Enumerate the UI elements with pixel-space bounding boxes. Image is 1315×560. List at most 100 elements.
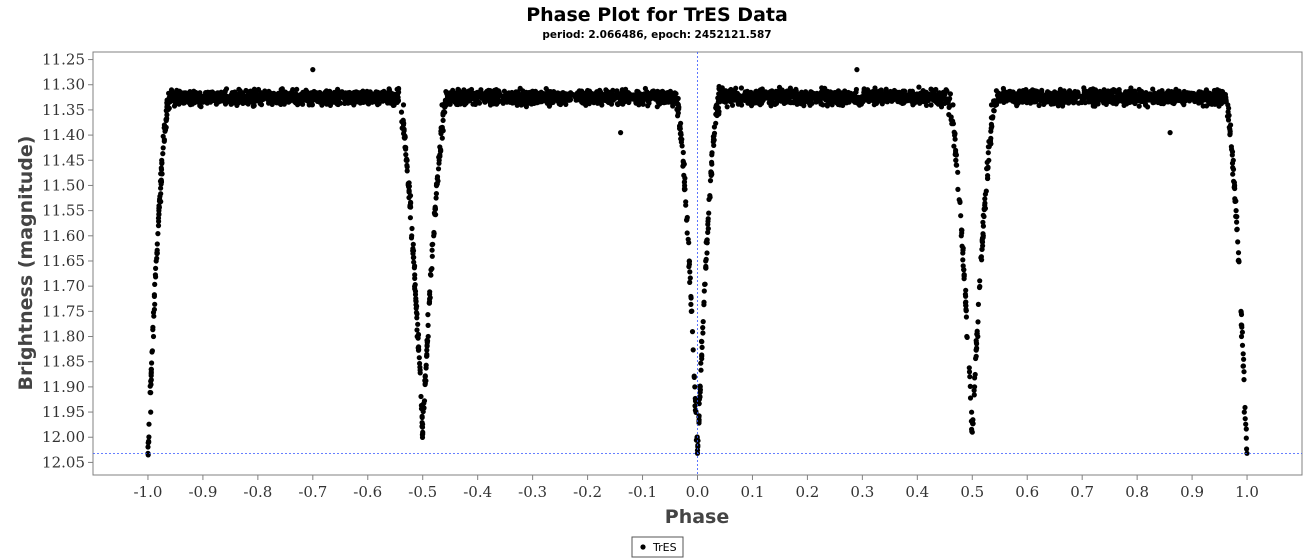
data-point [399, 125, 405, 131]
data-point [1231, 178, 1237, 184]
data-point [487, 88, 493, 94]
data-point [975, 301, 982, 307]
data-point [726, 89, 732, 95]
data-point [416, 344, 422, 350]
data-point [427, 271, 434, 278]
data-point [422, 381, 428, 388]
data-point [681, 187, 688, 193]
data-point [172, 95, 178, 102]
data-point [684, 214, 690, 221]
data-point [1207, 93, 1213, 99]
data-point [355, 91, 361, 97]
data-point [982, 191, 989, 197]
data-point [1217, 99, 1223, 105]
data-point [716, 91, 722, 97]
y-tick-label: 11.70 [42, 277, 85, 295]
data-point [245, 91, 251, 97]
data-point [591, 100, 597, 106]
data-point [960, 263, 966, 269]
data-point [526, 100, 532, 106]
data-point [853, 89, 859, 95]
legend-label: TrES [652, 541, 677, 554]
data-point [985, 164, 991, 170]
data-point [1070, 100, 1077, 106]
data-point [1099, 97, 1105, 103]
data-point [412, 291, 419, 298]
data-point [691, 374, 697, 380]
data-point [424, 343, 430, 349]
data-point [189, 89, 195, 95]
data-point [412, 282, 418, 288]
data-point [953, 149, 959, 155]
data-point [148, 409, 154, 415]
data-point [923, 98, 930, 104]
data-point [714, 112, 720, 119]
data-point [1103, 101, 1109, 107]
data-point [1238, 333, 1245, 340]
x-tick-label: -0.1 [628, 483, 657, 501]
x-tick-label: 0.0 [686, 483, 710, 501]
data-point [1060, 103, 1066, 109]
data-point [713, 120, 719, 126]
x-tick-label: -0.4 [463, 483, 492, 501]
data-point [148, 366, 154, 372]
data-point [523, 104, 530, 110]
data-point [909, 98, 915, 105]
data-point [156, 218, 162, 224]
data-point [546, 92, 553, 98]
data-point [1072, 89, 1079, 95]
data-point [217, 96, 223, 102]
data-point [222, 88, 228, 94]
axis-ticks: -1.0 -0.9 -0.8 -0.7 -0.6 -0.5 -0.4 -0.3 -0.2 -0.1… [42, 51, 1259, 501]
data-point [793, 88, 799, 94]
data-point [406, 184, 412, 190]
data-point [413, 305, 419, 311]
x-tick-label: -0.9 [188, 483, 217, 501]
data-point [748, 103, 755, 109]
data-point [810, 94, 816, 101]
data-point [960, 245, 966, 251]
data-point [153, 265, 159, 271]
data-point [982, 196, 988, 202]
data-point [692, 398, 699, 404]
data-point [614, 101, 621, 107]
data-point [398, 109, 405, 115]
data-point [843, 93, 849, 99]
data-point [155, 231, 161, 237]
data-point [1047, 91, 1053, 97]
data-point [687, 279, 693, 285]
data-point [422, 373, 428, 379]
data-point [242, 95, 248, 101]
data-point [699, 353, 705, 359]
data-point [1241, 356, 1247, 362]
data-point [158, 199, 164, 205]
data-point [231, 90, 237, 96]
data-point [221, 97, 228, 103]
data-point [715, 95, 721, 101]
data-point [683, 202, 689, 208]
data-point [426, 300, 432, 306]
data-point [409, 233, 415, 239]
data-point [739, 94, 745, 100]
data-point [964, 333, 970, 340]
data-point [1119, 96, 1125, 102]
data-point [424, 351, 430, 357]
data-point [953, 157, 959, 163]
data-point [1190, 96, 1196, 102]
data-point [1230, 165, 1236, 171]
data-point [971, 392, 977, 398]
y-tick-label: 11.45 [42, 151, 85, 169]
data-point [701, 299, 707, 305]
data-point [1152, 99, 1158, 105]
data-point [675, 102, 681, 108]
data-point [1144, 92, 1150, 98]
data-point [967, 374, 973, 380]
data-point [342, 100, 348, 106]
data-point [365, 98, 371, 104]
data-point [413, 295, 419, 302]
data-point [1032, 99, 1038, 105]
data-point [146, 421, 152, 427]
x-tick-label: -0.3 [518, 483, 547, 501]
data-point [692, 384, 698, 390]
data-point [823, 93, 829, 99]
